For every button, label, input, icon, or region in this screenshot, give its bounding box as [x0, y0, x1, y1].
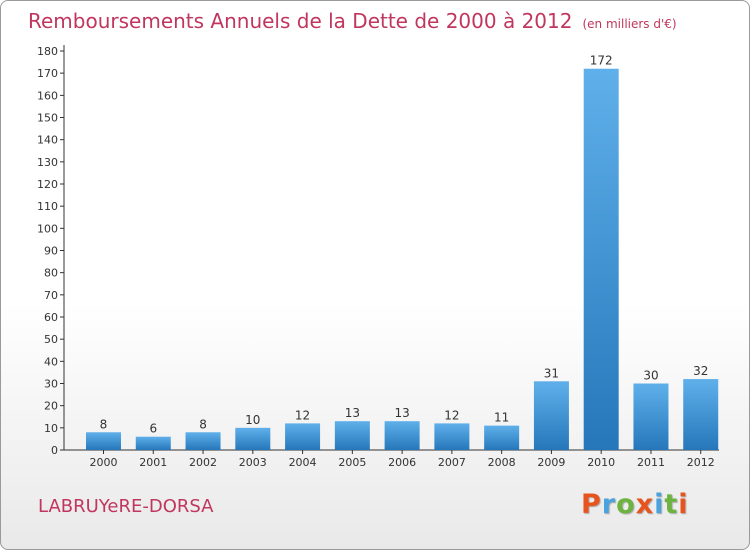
- chart-title-block: Remboursements Annuels de la Dette de 20…: [28, 9, 677, 33]
- x-tick-label: 2002: [189, 456, 217, 469]
- y-tick-label: 90: [44, 245, 58, 258]
- bar-value-label: 11: [494, 411, 509, 425]
- bar: [86, 432, 121, 450]
- bar-value-label: 13: [345, 406, 360, 420]
- x-tick-label: 2011: [637, 456, 665, 469]
- bar-value-label: 10: [245, 413, 260, 427]
- bar-value-label: 30: [643, 369, 658, 383]
- x-tick-label: 2006: [388, 456, 416, 469]
- logo-letter: x: [635, 489, 655, 520]
- y-tick-label: 0: [51, 444, 58, 457]
- logo-letter: o: [616, 489, 636, 520]
- x-tick-label: 2008: [488, 456, 516, 469]
- bar: [235, 427, 271, 450]
- y-tick-label: 80: [44, 267, 58, 280]
- bar: [334, 421, 370, 450]
- x-tick-label: 2005: [338, 456, 366, 469]
- y-tick-label: 130: [37, 156, 58, 169]
- bar-value-label: 12: [444, 408, 459, 422]
- x-tick-label: 2012: [687, 456, 715, 469]
- y-tick-label: 30: [44, 378, 58, 391]
- chart-title: Remboursements Annuels de la Dette de 20…: [28, 9, 573, 33]
- logo-letter: r: [601, 489, 617, 520]
- x-tick-label: 2007: [438, 456, 466, 469]
- bar-value-label: 6: [149, 422, 157, 436]
- y-tick-label: 150: [37, 112, 58, 125]
- x-tick-label: 2004: [289, 456, 317, 469]
- y-tick-label: 120: [37, 178, 58, 191]
- y-tick-label: 70: [44, 289, 58, 302]
- bar: [384, 421, 420, 450]
- bar: [683, 379, 719, 450]
- bar: [484, 425, 520, 450]
- axes: 0 10 20 30 40 50 60 70 80 90 100 110 120 130 140 150 160…: [37, 45, 719, 469]
- y-tick-label: 170: [37, 67, 58, 80]
- proxiti-logo[interactable]: Proxiti: [581, 489, 689, 520]
- bar: [185, 432, 221, 450]
- bar-value-label: 172: [590, 54, 613, 68]
- y-tick-label: 100: [37, 222, 58, 235]
- bar: [135, 436, 171, 450]
- logo-letter: P: [581, 489, 602, 520]
- y-tick-label: 40: [44, 355, 58, 368]
- y-tick-label: 140: [37, 134, 58, 147]
- x-tick-label: 2000: [90, 456, 118, 469]
- logo-letter: i: [678, 489, 689, 520]
- y-tick-label: 160: [37, 89, 58, 102]
- bar-value-label: 13: [394, 406, 409, 420]
- x-tick-label: 2009: [537, 456, 565, 469]
- commune-name: LABRUYeRE-DORSA: [38, 496, 214, 517]
- chart-unit: (en milliers d'€): [582, 17, 677, 31]
- bar: [285, 423, 321, 450]
- bar-value-label: 31: [544, 366, 559, 380]
- bar-value-label: 32: [693, 364, 708, 378]
- x-tick-label: 2001: [139, 456, 167, 469]
- bar: [583, 68, 619, 450]
- bars: [86, 68, 719, 450]
- y-tick-label: 20: [44, 400, 58, 413]
- bar-value-label: 12: [295, 408, 310, 422]
- data-labels: 8 6 8 10 12 13 13 12 11 31 172 30 32: [100, 54, 709, 436]
- bar: [633, 383, 669, 450]
- logo-letter: t: [664, 489, 679, 520]
- bar: [533, 381, 569, 450]
- y-tick-label: 10: [44, 422, 58, 435]
- bar-value-label: 8: [100, 417, 108, 431]
- y-tick-label: 110: [37, 200, 58, 213]
- y-tick-label: 180: [37, 45, 58, 58]
- x-tick-label: 2003: [239, 456, 267, 469]
- logo-letter: i: [654, 489, 665, 520]
- bar: [434, 423, 470, 450]
- y-tick-label: 50: [44, 333, 58, 346]
- bar-value-label: 8: [199, 417, 207, 431]
- x-tick-label: 2010: [587, 456, 615, 469]
- y-tick-label: 60: [44, 311, 58, 324]
